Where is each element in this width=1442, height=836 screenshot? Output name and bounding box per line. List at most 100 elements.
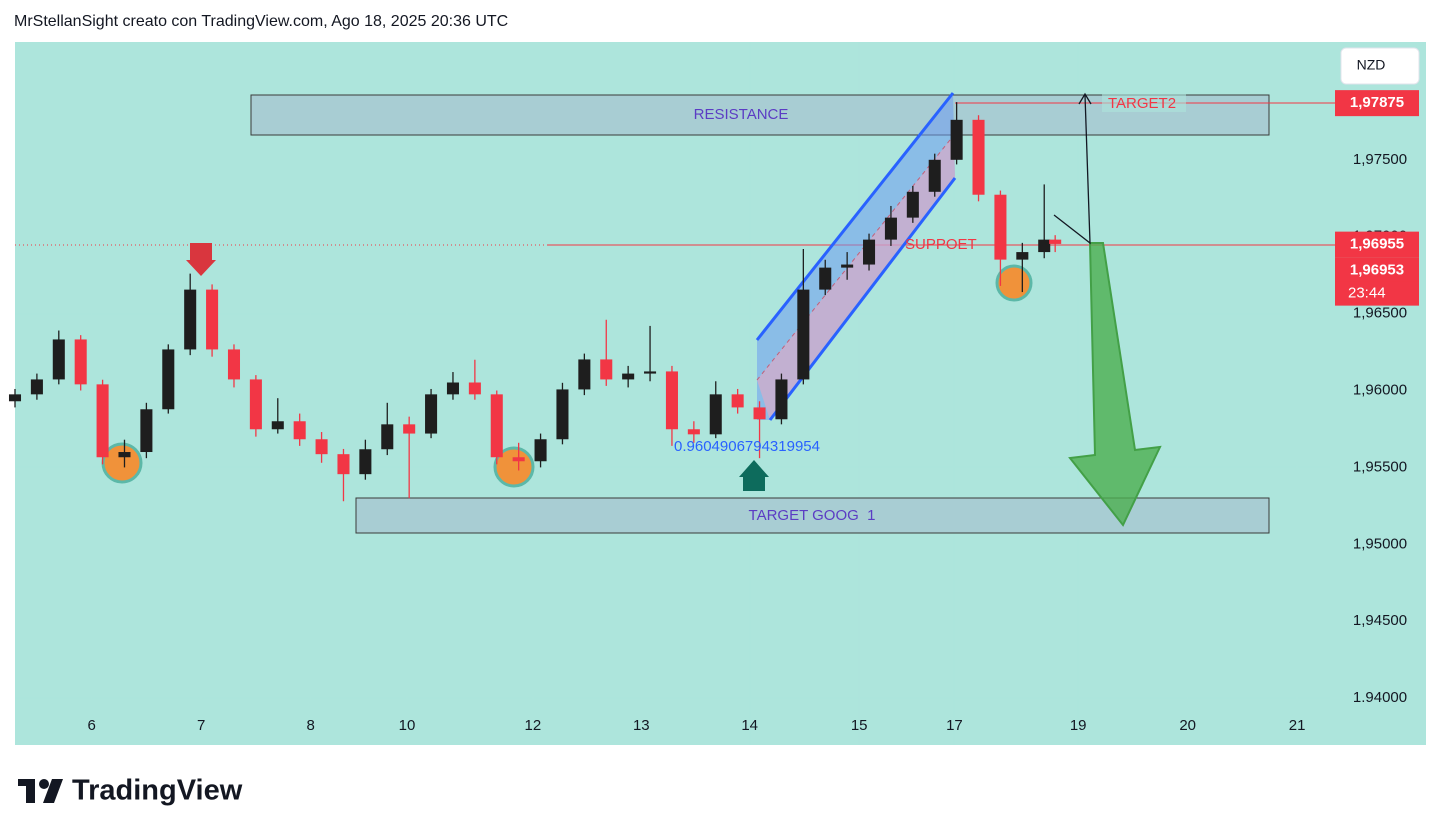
down-arrow	[186, 243, 216, 276]
candle-body	[74, 339, 87, 385]
candle-body	[622, 373, 635, 380]
candle-body	[425, 394, 438, 434]
brand: TradingView	[72, 775, 243, 807]
candle-body	[52, 339, 65, 380]
x-axis: 6 7 8 10 12 13 14 15 17 19 20 21	[87, 717, 1305, 734]
currency[interactable]: NZD	[1357, 57, 1386, 73]
x-tick-label: 13	[633, 717, 650, 734]
y-tick-label: 1.94000	[1353, 689, 1407, 706]
y-tick-label: 1,96500	[1353, 305, 1407, 322]
candle-body	[1016, 252, 1029, 260]
candle-body	[249, 379, 262, 430]
candle-body	[446, 382, 459, 395]
candle-body	[118, 452, 131, 458]
candle-body	[271, 421, 284, 430]
candle-body	[337, 454, 350, 475]
candle-body	[315, 439, 328, 455]
candle-body	[665, 371, 678, 430]
candle-body	[8, 394, 22, 402]
countdown: 23:44	[1348, 285, 1386, 302]
chart-background	[15, 42, 1426, 745]
y-tick-label: 1,95500	[1353, 458, 1407, 475]
logo-mark	[26, 779, 35, 803]
annotation: TARGET GOOG 1	[749, 507, 876, 524]
candle-body	[96, 384, 109, 458]
x-tick-label: 20	[1179, 717, 1196, 734]
price-label-box	[1335, 90, 1419, 117]
x-tick-label: 10	[399, 717, 416, 734]
price-label-box	[1335, 231, 1419, 258]
candle-body	[753, 407, 766, 420]
logo-mark	[39, 779, 49, 789]
candle-body	[709, 394, 722, 435]
countdown-box	[1335, 281, 1419, 306]
channel-bottom	[768, 177, 957, 421]
candle-body	[994, 194, 1007, 260]
bottom-marker	[101, 442, 143, 484]
candle-body	[841, 264, 854, 268]
chart-title: MrStellanSight creato con TradingView.co…	[14, 13, 508, 30]
candle-body	[928, 159, 941, 192]
candle-body	[863, 239, 876, 265]
x-tick-label: 12	[525, 717, 542, 734]
annotation: 0.9604906794319954	[674, 438, 820, 455]
candle-body	[30, 379, 43, 395]
x-tick-label: 6	[87, 717, 95, 734]
candle-body	[731, 394, 744, 408]
candle-body	[687, 429, 700, 435]
price-label-box	[1335, 257, 1419, 284]
price-label: 1,96953	[1350, 262, 1404, 279]
logo	[18, 779, 63, 803]
candle-body	[644, 371, 657, 374]
x-tick-label: 7	[197, 717, 205, 734]
candle-body	[381, 424, 394, 450]
candle-body	[227, 349, 241, 380]
candle-body	[1049, 239, 1062, 244]
annotation: TARGET2	[1108, 95, 1176, 112]
candle-body	[534, 439, 547, 462]
candle-body	[403, 424, 416, 434]
channel-top	[755, 92, 955, 341]
price-label: 1,96955	[1350, 236, 1404, 253]
x-tick-label: 8	[306, 717, 314, 734]
bottom-marker	[995, 264, 1033, 302]
candle-body	[884, 217, 897, 240]
candle-body	[556, 389, 569, 440]
candle-body	[906, 191, 919, 218]
y-tick-label: 1,96000	[1353, 381, 1407, 398]
candle-body	[359, 449, 372, 475]
candle-body	[950, 119, 963, 160]
candle-body	[162, 349, 175, 410]
candle-body	[293, 421, 306, 440]
x-tick-label: 17	[946, 717, 963, 734]
path-line	[1053, 94, 1091, 245]
currency-button[interactable]	[1340, 47, 1420, 85]
price-labels: 1,97875 1,96955 1,96953 23:44	[1335, 90, 1419, 306]
label-bg	[1102, 94, 1186, 112]
x-tick-label: 14	[741, 717, 758, 734]
candle-body	[490, 394, 503, 458]
price-label: 1,97875	[1350, 94, 1404, 111]
x-tick-label: 15	[851, 717, 868, 734]
candle-body	[797, 289, 810, 380]
candle-body	[578, 359, 591, 390]
x-tick-label: 21	[1289, 717, 1306, 734]
projection-arrow	[1068, 242, 1162, 527]
candle-body	[206, 289, 219, 350]
y-tick-label: 1,95000	[1353, 535, 1407, 552]
candle-body	[972, 119, 985, 195]
candle-body	[1038, 239, 1051, 253]
candle-body	[512, 457, 525, 462]
candles	[8, 102, 1062, 502]
candle-body	[775, 379, 788, 420]
y-tick-label: 1,94500	[1353, 612, 1407, 629]
x-tick-label: 19	[1070, 717, 1087, 734]
candle-body	[468, 382, 481, 395]
annotation: RESISTANCE	[694, 106, 789, 123]
logo-mark	[43, 779, 63, 803]
candle-body	[819, 267, 832, 290]
resistance-zone	[250, 94, 1270, 136]
candle-body	[600, 359, 613, 380]
